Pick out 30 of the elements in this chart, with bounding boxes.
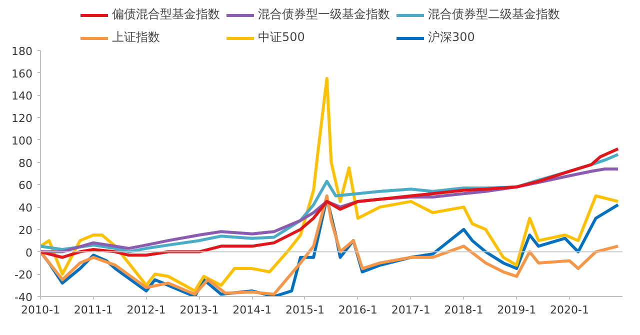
legend-label: 偏债混合型基金指数 bbox=[112, 6, 220, 23]
y-tick-label: -40 bbox=[14, 291, 32, 304]
x-tick-label: 2012-1 bbox=[126, 304, 166, 316]
legend-label: 中证500 bbox=[258, 29, 305, 46]
y-tick-label: 60 bbox=[18, 179, 33, 192]
legend-label: 混合债券型一级基金指数 bbox=[258, 6, 390, 23]
y-tick-label: 100 bbox=[12, 134, 33, 148]
y-tick-label: 180 bbox=[12, 45, 33, 58]
x-tick-label: 2013-1 bbox=[180, 304, 219, 316]
line-series bbox=[40, 76, 620, 292]
legend-label: 上证指数 bbox=[112, 29, 160, 46]
x-tick-label: 2017-1 bbox=[391, 304, 430, 316]
y-tick-label: 140 bbox=[12, 90, 33, 103]
x-tick-label: 2014-1 bbox=[232, 304, 272, 316]
y-tick-label: 120 bbox=[12, 112, 33, 126]
y-tick-label: 0 bbox=[26, 246, 32, 260]
x-tick-label: 2020-1 bbox=[550, 304, 589, 316]
x-tick-label: 2010-1 bbox=[21, 304, 60, 316]
x-tick-label: 2016-1 bbox=[338, 304, 378, 316]
y-tick-label: 40 bbox=[18, 202, 33, 215]
x-tick-label: 2019-1 bbox=[497, 304, 536, 316]
legend-label: 沪深300 bbox=[428, 29, 475, 46]
legend-label: 混合债券型二级基金指数 bbox=[428, 6, 560, 23]
y-tick-label: 80 bbox=[18, 156, 33, 170]
x-tick-label: 2015-1 bbox=[286, 304, 324, 316]
y-tick-label: 20 bbox=[18, 224, 33, 237]
y-tick-label: -20 bbox=[14, 268, 32, 282]
y-tick-label: 160 bbox=[12, 67, 33, 80]
x-tick-label: 2018-1 bbox=[444, 304, 484, 316]
x-tick-label: 2011-1 bbox=[74, 304, 113, 316]
